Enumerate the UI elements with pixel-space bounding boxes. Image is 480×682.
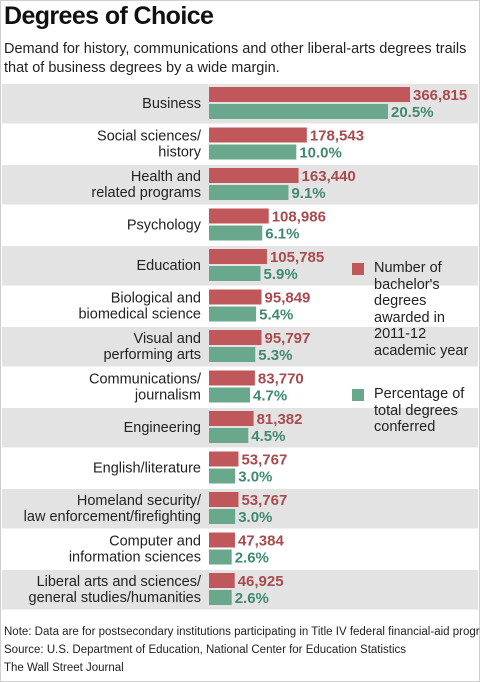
legend-count-swatch <box>352 263 364 275</box>
pct-value-label: 20.5% <box>391 104 434 121</box>
pct-bar <box>209 104 388 119</box>
category-label: English/literature <box>93 461 201 477</box>
count-bar <box>209 249 267 264</box>
count-bar <box>209 452 238 467</box>
pct-bar <box>209 266 261 281</box>
category-label-line: journalism <box>134 388 201 404</box>
count-bar <box>209 290 262 305</box>
category-label-line: biomedical science <box>78 307 201 323</box>
pct-bar <box>209 509 235 524</box>
count-bar <box>209 168 299 183</box>
count-value-label: 178,543 <box>310 128 364 145</box>
count-value-label: 95,849 <box>265 290 311 307</box>
category-label: Computer and information sciences <box>69 534 201 566</box>
pct-value-label: 5.4% <box>259 307 293 324</box>
pct-value-label: 2.6% <box>235 550 269 567</box>
pct-bar <box>209 469 235 484</box>
pct-bar <box>209 185 288 200</box>
category-label: Social sciences/history <box>97 129 202 161</box>
category-label-line: Homeland security/ <box>77 493 202 509</box>
pct-value-label: 4.5% <box>251 428 285 445</box>
category-label-line: history <box>158 145 201 161</box>
count-bar <box>209 492 238 507</box>
pct-value-label: 5.3% <box>258 347 292 364</box>
source-line: Source: U.S. Department of Education, Na… <box>4 644 406 656</box>
category-label-line: Liberal arts and sciences/ <box>37 574 202 590</box>
count-bar <box>209 209 269 224</box>
category-label-line: Social sciences/ <box>97 129 202 145</box>
pct-value-label: 5.9% <box>264 266 298 283</box>
pct-bar <box>209 388 250 403</box>
chart-title: Degrees of Choice <box>4 2 213 31</box>
category-label-line: Biological and <box>111 291 201 307</box>
category-label-line: English/literature <box>93 461 201 477</box>
pct-bar <box>209 347 255 362</box>
pct-value-label: 2.6% <box>235 590 269 607</box>
legend-pct-swatch <box>352 389 364 401</box>
category-label: Communications/journalism <box>89 372 202 404</box>
category-label: Business <box>142 96 201 112</box>
pct-value-label: 9.1% <box>291 185 325 202</box>
pct-value-label: 3.0% <box>238 469 272 486</box>
pct-value-label: 4.7% <box>253 388 287 405</box>
count-value-label: 366,815 <box>413 87 467 104</box>
category-label-line: information sciences <box>69 550 201 566</box>
category-label: Biological and biomedical science <box>78 291 201 323</box>
count-bar <box>209 533 235 548</box>
legend-pct-label: Percentage of total degrees conferred <box>374 386 480 436</box>
pct-bar <box>209 145 296 160</box>
credit-line: The Wall Street Journal <box>4 662 124 674</box>
category-label: Engineering <box>124 420 201 436</box>
count-value-label: 108,986 <box>272 209 326 226</box>
pct-value-label: 3.0% <box>238 509 272 526</box>
count-bar <box>209 573 235 588</box>
category-label-line: Business <box>142 96 201 112</box>
category-label-line: Health and <box>131 169 201 185</box>
category-label-line: Education <box>137 258 202 274</box>
count-bar <box>209 330 261 345</box>
pct-bar <box>209 590 232 605</box>
category-label-line: performing arts <box>103 347 201 363</box>
pct-value-label: 6.1% <box>265 226 299 243</box>
count-bar <box>209 371 255 386</box>
category-label-line: general studies/humanities <box>29 590 202 606</box>
category-label-line: Visual and <box>134 331 201 347</box>
count-value-label: 47,384 <box>238 533 285 550</box>
pct-value-label: 10.0% <box>299 145 342 162</box>
chart-subtitle: Demand for history, communications and o… <box>4 40 474 78</box>
count-value-label: 81,382 <box>257 411 303 428</box>
category-label-line: Engineering <box>124 420 201 436</box>
count-value-label: 53,767 <box>241 492 287 509</box>
footnote: Note: Data are for postsecondary institu… <box>4 626 480 638</box>
pct-bar <box>209 550 232 565</box>
legend-count-label: Number of bachelor's degrees awarded in … <box>374 260 480 359</box>
count-value-label: 105,785 <box>270 249 324 266</box>
category-label: Liberal arts and sciences/general studie… <box>29 574 202 606</box>
category-label-line: law enforcement/firefighting <box>24 509 201 525</box>
category-label-line: Psychology <box>127 218 202 234</box>
count-bar <box>209 411 254 426</box>
category-label-line: Computer and <box>109 534 201 550</box>
count-value-label: 46,925 <box>238 573 284 590</box>
count-bar <box>209 87 410 102</box>
category-label: Education <box>137 258 202 274</box>
category-label-line: related programs <box>91 185 201 201</box>
pct-bar <box>209 307 256 322</box>
count-value-label: 95,797 <box>264 330 310 347</box>
count-value-label: 163,440 <box>302 168 356 185</box>
category-label-line: Communications/ <box>89 372 202 388</box>
count-value-label: 83,770 <box>258 371 304 388</box>
pct-bar <box>209 226 262 241</box>
count-bar <box>209 128 307 143</box>
pct-bar <box>209 428 248 443</box>
category-label: Psychology <box>127 218 202 234</box>
count-value-label: 53,767 <box>241 452 287 469</box>
